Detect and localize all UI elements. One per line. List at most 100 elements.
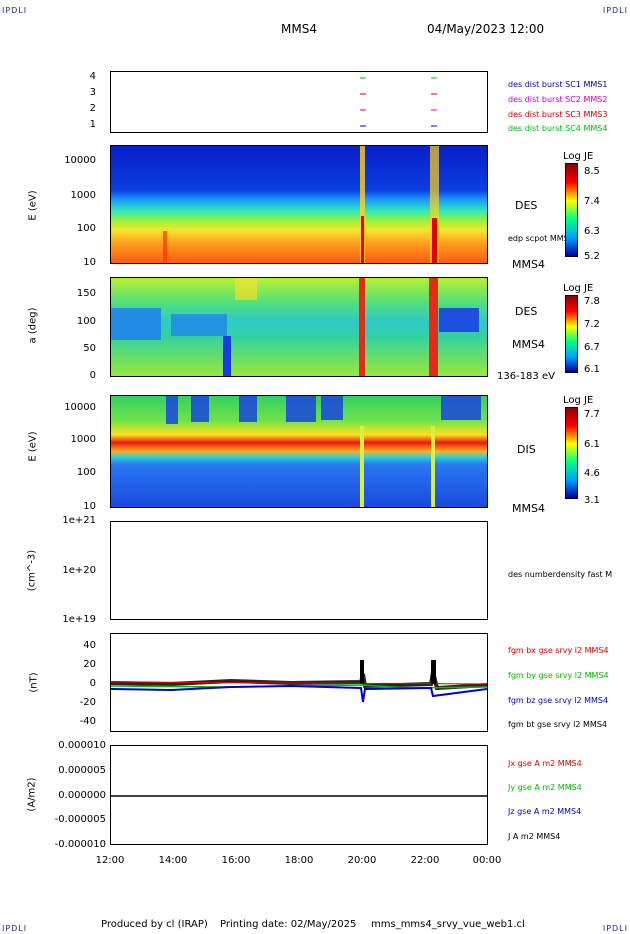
- des-energy-ytick: 10000: [64, 155, 96, 166]
- colorbar-title: Log JE: [563, 395, 594, 406]
- corner-label-bottom-right: IPDLI: [602, 924, 628, 933]
- burst-panel: [110, 71, 488, 133]
- by-legend: fgm by gse srvy l2 MMS4: [508, 671, 609, 680]
- datetime-title: 04/May/2023 12:00: [427, 22, 545, 36]
- colorbar-tick: 3.1: [584, 495, 600, 506]
- colorbar-tick: 6.1: [584, 364, 600, 375]
- colorbar-tick: 7.7: [584, 409, 600, 420]
- current-ytick: 0.000010: [58, 740, 106, 751]
- colorbar-tick: 8.5: [584, 166, 600, 177]
- burst-legend-mms2: des dist burst SC2 MMS2: [508, 95, 608, 104]
- current-ylabel: (A/m2): [26, 777, 38, 812]
- dis-energy-species: DIS: [517, 443, 536, 456]
- des-pitch-energy-range: 136-183 eV: [497, 371, 555, 382]
- des-pitch-sc: MMS4: [512, 338, 545, 351]
- density-ytick: 1e+21: [62, 515, 96, 526]
- des-energy-heatmap: [111, 146, 487, 263]
- burst-legend-mms3: des dist burst SC3 MMS3: [508, 110, 608, 119]
- colorbar-tick: 5.2: [584, 251, 600, 262]
- x-tick: 20:00: [347, 855, 377, 866]
- scpot-label: edp scpot MMS4: [508, 234, 574, 243]
- bfield-plot: [110, 660, 488, 703]
- bfield-ytick: 40: [83, 640, 96, 651]
- bfield-ytick: -20: [79, 697, 96, 708]
- jz-legend: Jz gse A m2 MMS4: [508, 807, 582, 816]
- des-pitch-ytick: 0: [89, 370, 96, 381]
- jy-legend: Jy gse A m2 MMS4: [508, 783, 582, 792]
- bx-trace: [110, 681, 488, 685]
- x-tick: 16:00: [221, 855, 251, 866]
- x-tick: 00:00: [472, 855, 502, 866]
- jx-legend: Jx gse A m2 MMS4: [508, 759, 582, 768]
- des-pitch-ytick: 50: [83, 343, 96, 354]
- burst-ytick: 3: [89, 87, 96, 98]
- corner-label-bottom-left: IPDLI: [2, 924, 28, 933]
- des-energy-sc: MMS4: [512, 258, 545, 271]
- bfield-panel: [110, 633, 488, 732]
- colorbar-tick: 7.2: [584, 319, 600, 330]
- dis-energy-ytick: 10: [83, 501, 96, 512]
- des-pitch-species: DES: [515, 305, 538, 318]
- corner-label-left: IPDLI: [2, 6, 28, 15]
- x-tick: 14:00: [158, 855, 188, 866]
- burst-legend-mms4: des dist burst SC4 MMS4: [508, 124, 608, 133]
- current-ytick: 0.000005: [58, 765, 106, 776]
- burst-ytick: 2: [89, 103, 96, 114]
- dis-energy-colorbar: [565, 407, 578, 499]
- des-energy-colorbar: [565, 163, 578, 257]
- bt-spike: [360, 660, 364, 684]
- des-energy-ytick: 10: [83, 257, 96, 268]
- burst-ytick: 4: [89, 71, 96, 82]
- des-energy-species: DES: [515, 199, 538, 212]
- bfield-ytick: 20: [83, 659, 96, 670]
- density-legend: des numberdensity fast M: [508, 570, 613, 579]
- dis-energy-ytick: 1000: [70, 434, 96, 445]
- bfield-ytick: 0: [89, 678, 96, 689]
- dis-energy-heatmap: [111, 396, 487, 507]
- colorbar-tick: 6.7: [584, 342, 600, 353]
- density-panel: [110, 521, 488, 620]
- bz-trace: [110, 684, 488, 703]
- density-ytick: 1e+20: [62, 565, 96, 576]
- current-ytick: -0.000010: [54, 839, 106, 850]
- current-ytick: -0.000005: [54, 814, 106, 825]
- spacecraft-title: MMS4: [281, 22, 317, 36]
- x-tick: 22:00: [410, 855, 440, 866]
- des-energy-ytick: 100: [76, 223, 96, 234]
- dis-energy-spectrogram: [110, 395, 488, 508]
- by-trace: [110, 684, 488, 689]
- bfield-ytick: -40: [79, 716, 96, 727]
- current-ytick: 0.000000: [58, 790, 106, 801]
- colorbar-tick: 6.1: [584, 439, 600, 450]
- colorbar-tick: 6.3: [584, 226, 600, 237]
- current-plot: [111, 795, 487, 797]
- corner-label-right: IPDLI: [602, 6, 628, 15]
- burst-legend-mms1: des dist burst SC1 MMS1: [508, 80, 608, 89]
- x-tick: 18:00: [284, 855, 314, 866]
- density-ytick: 1e+19: [62, 614, 96, 625]
- des-pitch-ytick: 100: [76, 316, 96, 327]
- des-pitch-heatmap: [111, 278, 487, 376]
- dis-energy-ylabel: E (eV): [27, 431, 39, 462]
- j-legend: J A m2 MMS4: [508, 832, 561, 841]
- bt-legend: fgm bt gse srvy l2 MMS4: [508, 720, 607, 729]
- des-energy-spectrogram: [110, 145, 488, 264]
- des-pitch-colorbar: [565, 295, 578, 373]
- burst-marks: [360, 77, 437, 127]
- colorbar-tick: 7.8: [584, 296, 600, 307]
- colorbar-title: Log JE: [563, 151, 594, 162]
- dis-energy-sc: MMS4: [512, 502, 545, 515]
- des-pitch-spectrogram: [110, 277, 488, 377]
- footer-filename: mms_mms4_srvy_vue_web1.cl: [371, 919, 525, 930]
- current-panel: [110, 745, 488, 845]
- des-pitch-ytick: 150: [76, 288, 96, 299]
- bz-legend: fgm bz gse srvy l2 MMS4: [508, 696, 609, 705]
- dis-energy-ytick: 100: [76, 467, 96, 478]
- bx-legend: fgm bx gse srvy l2 MMS4: [508, 646, 609, 655]
- des-energy-ytick: 1000: [70, 190, 96, 201]
- footer-produced-by: Produced by cl (IRAP): [101, 919, 208, 930]
- bt-spike: [431, 660, 436, 684]
- footer-printing-date: Printing date: 02/May/2025: [220, 919, 357, 930]
- colorbar-tick: 7.4: [584, 196, 600, 207]
- colorbar-title: Log JE: [563, 283, 594, 294]
